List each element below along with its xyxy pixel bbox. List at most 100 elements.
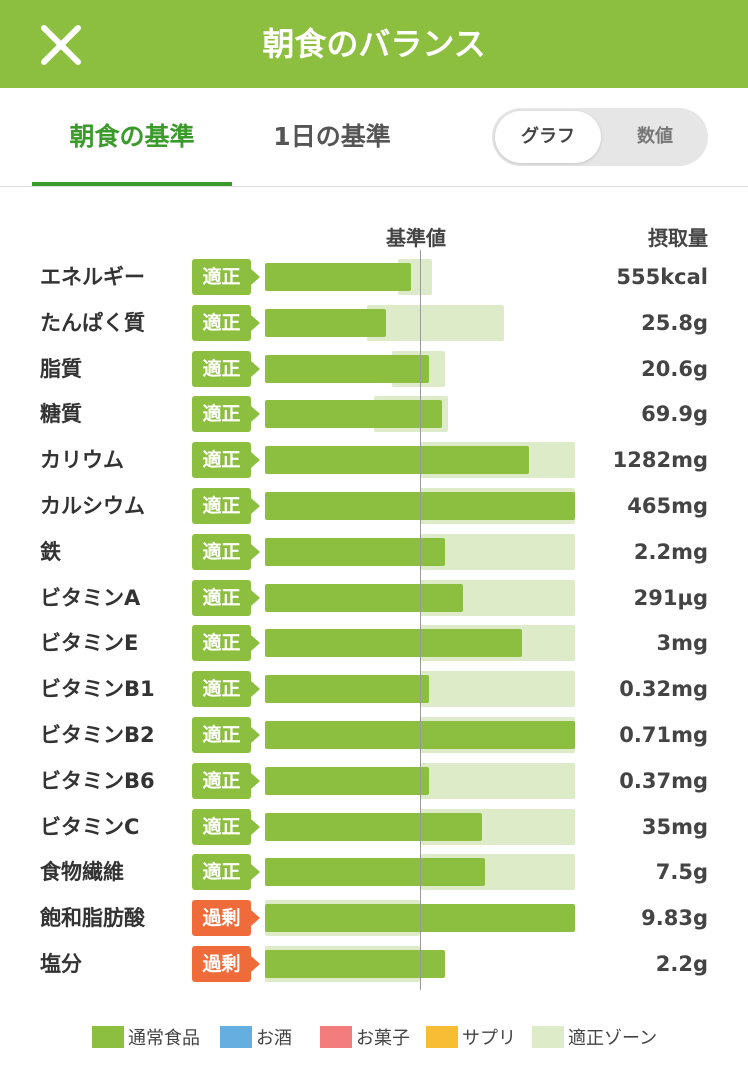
tab-breakfast-standard[interactable]: 朝食の基準 <box>32 88 232 186</box>
status-badge: 適正 <box>192 304 260 341</box>
intake-value: 3mg <box>656 631 708 656</box>
nutrient-row: エネルギー 適正 555kcal <box>0 254 748 300</box>
nutrient-row: 糖質 適正 69.9g <box>0 391 748 437</box>
nutrient-name: 糖質 <box>40 402 82 427</box>
status-badge: 適正 <box>192 442 260 479</box>
status-badge: 適正 <box>192 579 260 616</box>
nutrient-row: たんぱく質 適正 25.8g <box>0 300 748 346</box>
intake-value: 25.8g <box>641 310 708 335</box>
legend: 通常食品 お酒 お菓子 サプリ 適正ゾーン <box>0 1024 748 1054</box>
intake-value: 20.6g <box>641 356 708 381</box>
intake-bar <box>265 858 486 887</box>
nutrient-row: ビタミンC 適正 35mg <box>0 804 748 850</box>
legend-label: サプリ <box>462 1028 516 1049</box>
intake-bar <box>265 950 445 978</box>
legend-swatch <box>92 1026 124 1048</box>
nutrient-name: ビタミンB2 <box>40 723 155 747</box>
intake-bar <box>265 675 430 704</box>
legend-item: お菓子 <box>320 1024 410 1054</box>
intake-value: 1282mg <box>612 448 708 473</box>
reference-line <box>420 250 421 990</box>
intake-bar <box>265 583 464 612</box>
legend-swatch <box>220 1026 252 1048</box>
nutrient-name: ビタミンB6 <box>40 768 155 793</box>
app-header: 朝食のバランス <box>0 0 748 88</box>
legend-item: お酒 <box>220 1024 292 1054</box>
nutrient-row: 飽和脂肪酸 過剰 9.83g <box>0 895 748 941</box>
legend-item: 適正ゾーン <box>532 1024 657 1054</box>
nutrient-name: カリウム <box>40 448 124 473</box>
status-badge: 適正 <box>192 625 260 662</box>
nutrient-name: 脂質 <box>40 356 82 381</box>
optimal-zone <box>420 533 575 570</box>
close-icon <box>41 25 81 65</box>
intake-value: 35mg <box>641 814 708 839</box>
nutrient-name: エネルギー <box>40 265 145 289</box>
nutrient-row: ビタミンB6 適正 0.37mg <box>0 758 748 804</box>
nutrient-name: 食物繊維 <box>40 860 124 885</box>
nutrient-row: ビタミンB2 適正 0.71mg <box>0 712 748 758</box>
optimal-zone <box>420 671 575 708</box>
close-button[interactable] <box>36 20 86 70</box>
nutrient-name: 鉄 <box>40 539 61 564</box>
intake-value: 69.9g <box>641 402 708 427</box>
toggle-graph-option[interactable]: グラフ <box>495 111 601 163</box>
intake-value: 0.37mg <box>619 768 708 793</box>
status-badge: 過剰 <box>192 900 260 937</box>
intake-bar <box>265 400 442 429</box>
optimal-zone <box>367 304 504 341</box>
legend-label: お菓子 <box>356 1028 410 1049</box>
nutrient-row: 塩分 過剰 2.2g <box>0 941 748 987</box>
nutrient-name: 塩分 <box>40 952 82 976</box>
legend-label: お酒 <box>256 1028 292 1049</box>
nutrient-name: カルシウム <box>40 494 145 518</box>
nutrient-name: 飽和脂肪酸 <box>40 906 145 931</box>
status-badge: 適正 <box>192 259 260 295</box>
intake-value: 7.5g <box>655 860 708 885</box>
nutrient-row: カリウム 適正 1282mg <box>0 437 748 483</box>
intake-value: 555kcal <box>616 265 708 289</box>
legend-item: サプリ <box>426 1024 516 1054</box>
tab-daily-standard[interactable]: 1日の基準 <box>273 122 391 151</box>
tab-bar: 朝食の基準 1日の基準 <box>0 88 748 187</box>
intake-bar <box>265 446 529 475</box>
intake-bar <box>265 263 411 291</box>
intake-bar <box>265 629 523 658</box>
nutrient-name: たんぱく質 <box>40 310 145 335</box>
status-badge: 適正 <box>192 762 260 799</box>
reference-value-header: 基準値 <box>386 226 446 250</box>
nutrient-row: ビタミンA 適正 291µg <box>0 575 748 621</box>
status-badge: 適正 <box>192 808 260 845</box>
legend-swatch <box>320 1026 352 1048</box>
nutrient-name: ビタミンA <box>40 585 141 610</box>
status-badge: 適正 <box>192 717 260 753</box>
legend-swatch <box>532 1026 564 1048</box>
status-badge: 適正 <box>192 396 260 433</box>
legend-item: 通常食品 <box>92 1024 200 1054</box>
toggle-number-option[interactable]: 数値 <box>637 126 673 147</box>
intake-value: 2.2g <box>655 952 708 976</box>
nutrient-row: ビタミンB1 適正 0.32mg <box>0 666 748 712</box>
legend-swatch <box>426 1026 458 1048</box>
intake-value: 2.2mg <box>633 539 708 564</box>
legend-label: 通常食品 <box>128 1028 200 1049</box>
nutrient-name: ビタミンE <box>40 631 139 656</box>
intake-bar <box>265 354 430 383</box>
status-badge: 適正 <box>192 350 260 387</box>
nutrient-row: 脂質 適正 20.6g <box>0 346 748 392</box>
status-badge: 適正 <box>192 533 260 570</box>
nutrient-row: 食物繊維 適正 7.5g <box>0 849 748 895</box>
nutrient-row: ビタミンE 適正 3mg <box>0 620 748 666</box>
intake-bar <box>265 308 386 337</box>
status-badge: 適正 <box>192 671 260 708</box>
intake-value: 0.71mg <box>619 723 708 747</box>
intake-value: 465mg <box>627 494 708 518</box>
page-title: 朝食のバランス <box>262 25 486 63</box>
intake-bar <box>265 537 445 566</box>
intake-header: 摂取量 <box>648 226 708 250</box>
status-badge: 適正 <box>192 488 260 524</box>
nutrient-name: ビタミンC <box>40 814 140 839</box>
intake-bar <box>265 812 482 841</box>
nutrient-name: ビタミンB1 <box>40 677 155 702</box>
intake-bar <box>265 766 430 795</box>
